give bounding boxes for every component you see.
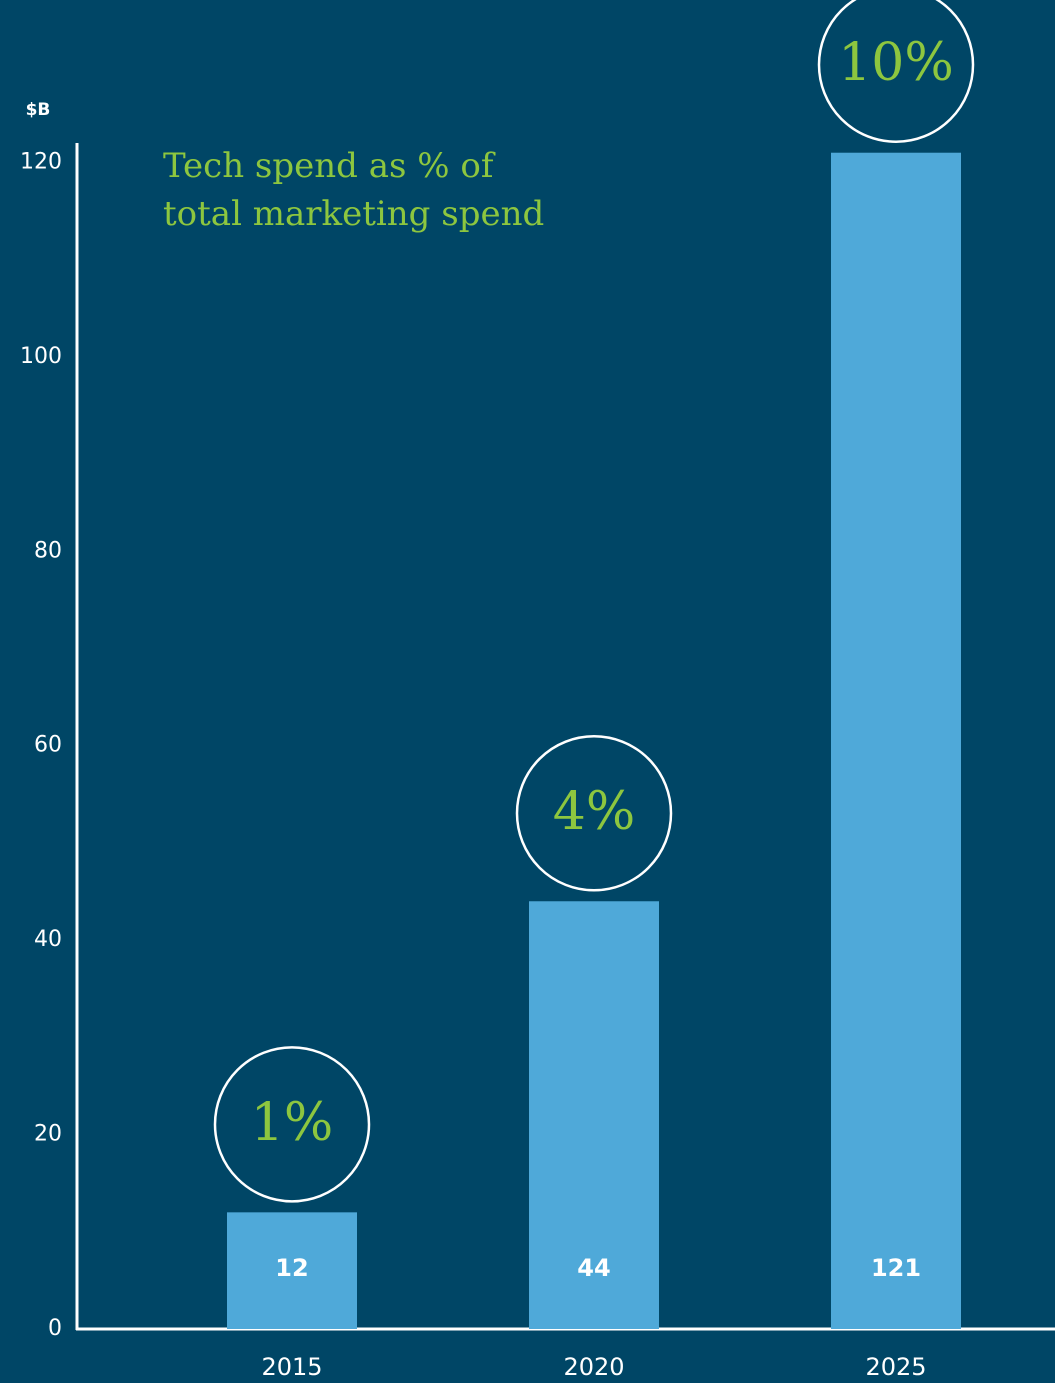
value-label: 12 — [275, 1254, 308, 1282]
x-tick-label: 2025 — [865, 1353, 926, 1381]
y-tick-label: 20 — [34, 1122, 62, 1147]
x-tick-label: 2020 — [563, 1353, 624, 1381]
share-circle — [213, 1046, 371, 1203]
bar — [529, 901, 659, 1329]
y-tick-label: 0 — [48, 1316, 62, 1341]
share-circle — [817, 0, 975, 143]
value-label: 44 — [577, 1254, 610, 1282]
bar — [831, 152, 961, 1329]
y-tick-label: 120 — [20, 149, 62, 174]
share-label: 10% — [838, 33, 954, 93]
y-tick-label: 40 — [34, 927, 62, 952]
share-label: 4% — [553, 782, 636, 842]
share-label: 1% — [251, 1093, 334, 1153]
x-tick-label: 2015 — [261, 1353, 322, 1381]
value-label: 121 — [871, 1254, 921, 1282]
bar — [227, 1212, 357, 1329]
share-circle — [515, 735, 673, 892]
y-unit: $B — [26, 100, 51, 120]
chart-title: Tech spend as % of total marketing spend — [163, 146, 545, 234]
y-tick-label: 60 — [34, 733, 62, 758]
y-tick-label: 80 — [34, 538, 62, 563]
y-tick-label: 100 — [20, 344, 62, 369]
